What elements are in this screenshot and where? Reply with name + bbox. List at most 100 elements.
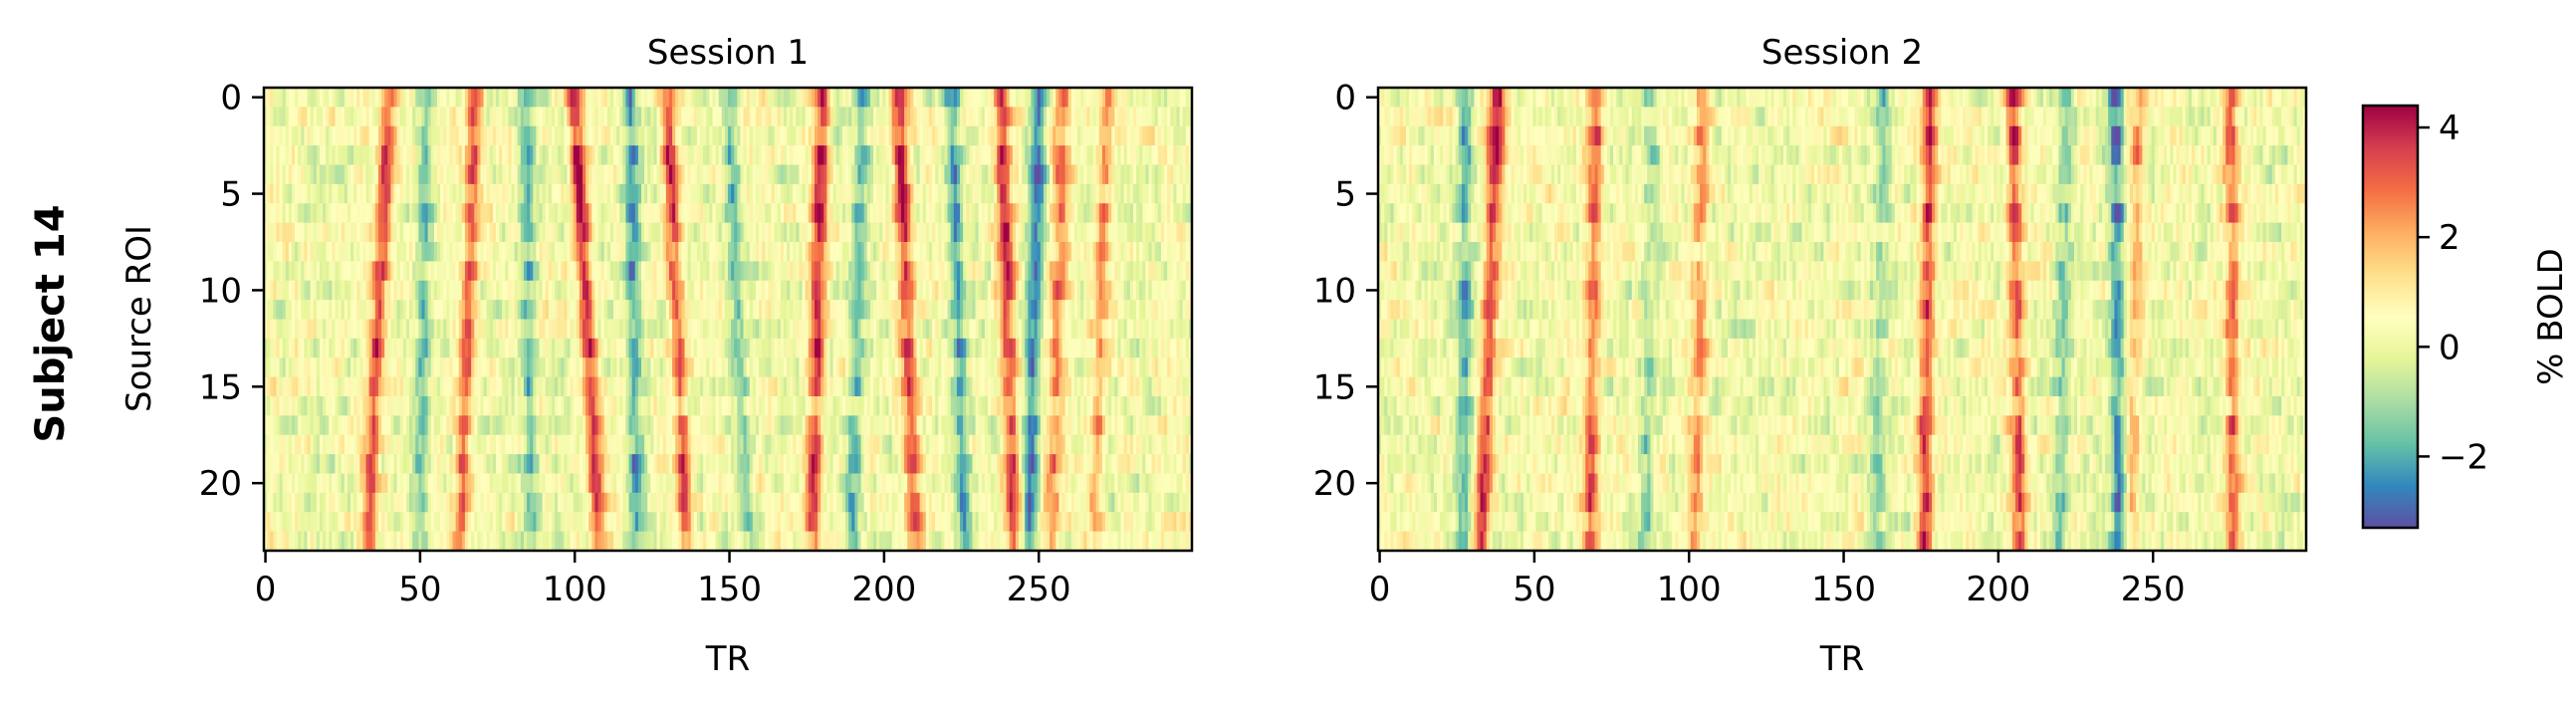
heatmap-cell xyxy=(570,280,575,301)
heatmap-cell xyxy=(700,242,704,262)
heatmap-cell xyxy=(665,88,670,108)
heatmap-cell xyxy=(994,280,998,301)
heatmap-cell xyxy=(796,280,801,301)
heatmap-cell xyxy=(1064,203,1069,224)
heatmap-cell xyxy=(922,203,927,224)
heatmap-cell xyxy=(703,164,707,185)
heatmap-cell xyxy=(963,125,967,146)
heatmap-cell xyxy=(548,319,553,340)
heatmap-cell xyxy=(863,242,868,262)
heatmap-cell xyxy=(390,300,395,321)
heatmap-cell xyxy=(662,203,667,224)
heatmap-cell xyxy=(752,300,757,321)
heatmap-cell xyxy=(533,107,537,127)
heatmap-cell xyxy=(421,261,426,282)
heatmap-cell xyxy=(981,261,986,282)
heatmap-cell xyxy=(384,164,388,185)
heatmap-cell xyxy=(1070,183,1075,204)
heatmap-cell xyxy=(1034,300,1039,321)
heatmap-cell xyxy=(1114,261,1119,282)
heatmap-cell xyxy=(430,107,435,127)
heatmap-cell xyxy=(879,242,883,262)
heatmap-cell xyxy=(1154,125,1159,146)
heatmap-cell xyxy=(743,300,748,321)
heatmap-cell xyxy=(304,261,309,282)
heatmap-cell xyxy=(771,222,776,243)
heatmap-cell xyxy=(771,183,776,204)
heatmap-cell xyxy=(963,242,967,262)
heatmap-cell xyxy=(1179,164,1184,185)
heatmap-cell xyxy=(768,183,773,204)
heatmap-cell xyxy=(619,164,623,185)
heatmap-cell xyxy=(588,222,592,243)
heatmap-cell xyxy=(452,319,457,340)
heatmap-cell xyxy=(659,145,664,166)
heatmap-cell xyxy=(409,164,413,185)
heatmap-cell xyxy=(347,261,351,282)
heatmap-cell xyxy=(1145,280,1150,301)
heatmap-cell xyxy=(1179,203,1184,224)
heatmap-cell xyxy=(814,280,819,301)
heatmap-cell xyxy=(1179,125,1184,146)
heatmap-cell xyxy=(851,242,855,262)
heatmap-cell xyxy=(728,164,732,185)
heatmap-cell xyxy=(365,203,370,224)
heatmap-cell xyxy=(841,164,846,185)
heatmap-cell xyxy=(619,107,623,127)
heatmap-cell xyxy=(634,145,639,166)
heatmap-cell xyxy=(885,242,890,262)
heatmap-cell xyxy=(1136,280,1140,301)
heatmap-cell xyxy=(307,319,312,340)
heatmap-cell xyxy=(1117,280,1122,301)
heatmap-cell xyxy=(502,222,506,243)
heatmap-cell xyxy=(851,261,855,282)
heatmap-cell xyxy=(548,164,553,185)
heatmap-cell xyxy=(1148,300,1153,321)
heatmap-cell xyxy=(1092,164,1097,185)
heatmap-cell xyxy=(362,107,367,127)
heatmap-cell xyxy=(1170,145,1174,166)
heatmap-cell xyxy=(492,261,497,282)
heatmap-cell xyxy=(1185,242,1190,262)
heatmap-cell xyxy=(381,125,385,146)
heatmap-cell xyxy=(1108,107,1112,127)
heatmap-cell xyxy=(319,222,324,243)
heatmap-cell xyxy=(558,319,562,340)
heatmap-cell xyxy=(530,164,534,185)
heatmap-cell xyxy=(690,183,695,204)
heatmap-cell xyxy=(1031,125,1036,146)
heatmap-cell xyxy=(377,300,382,321)
heatmap-cell xyxy=(527,242,531,262)
heatmap-cell xyxy=(637,280,642,301)
heatmap-cell xyxy=(765,222,769,243)
heatmap-cell xyxy=(483,280,488,301)
heatmap-cell xyxy=(799,125,804,146)
heatmap-cell xyxy=(564,125,569,146)
heatmap-cell xyxy=(703,261,707,282)
heatmap-cell xyxy=(359,261,364,282)
heatmap-cell xyxy=(338,261,343,282)
heatmap-cell xyxy=(894,125,899,146)
heatmap-cell xyxy=(1167,183,1171,204)
heatmap-cell xyxy=(1151,300,1156,321)
heatmap-cell xyxy=(693,280,698,301)
heatmap-cell xyxy=(866,222,871,243)
heatmap-cell xyxy=(418,164,423,185)
heatmap-cell xyxy=(1132,183,1137,204)
heatmap-cell xyxy=(783,183,788,204)
heatmap-cell xyxy=(443,88,447,108)
heatmap-cell xyxy=(440,88,444,108)
heatmap-cell xyxy=(857,145,862,166)
heatmap-cell xyxy=(1117,145,1122,166)
heatmap-cell xyxy=(805,125,810,146)
heatmap-cell xyxy=(573,145,578,166)
heatmap-cell xyxy=(932,125,936,146)
heatmap-cell xyxy=(307,164,312,185)
heatmap-cell xyxy=(1145,145,1150,166)
heatmap-cell xyxy=(576,145,581,166)
heatmap-cell xyxy=(310,261,315,282)
heatmap-cell xyxy=(1058,280,1063,301)
heatmap-cell xyxy=(928,261,933,282)
heatmap-cell xyxy=(1000,222,1005,243)
heatmap-cell xyxy=(402,183,407,204)
